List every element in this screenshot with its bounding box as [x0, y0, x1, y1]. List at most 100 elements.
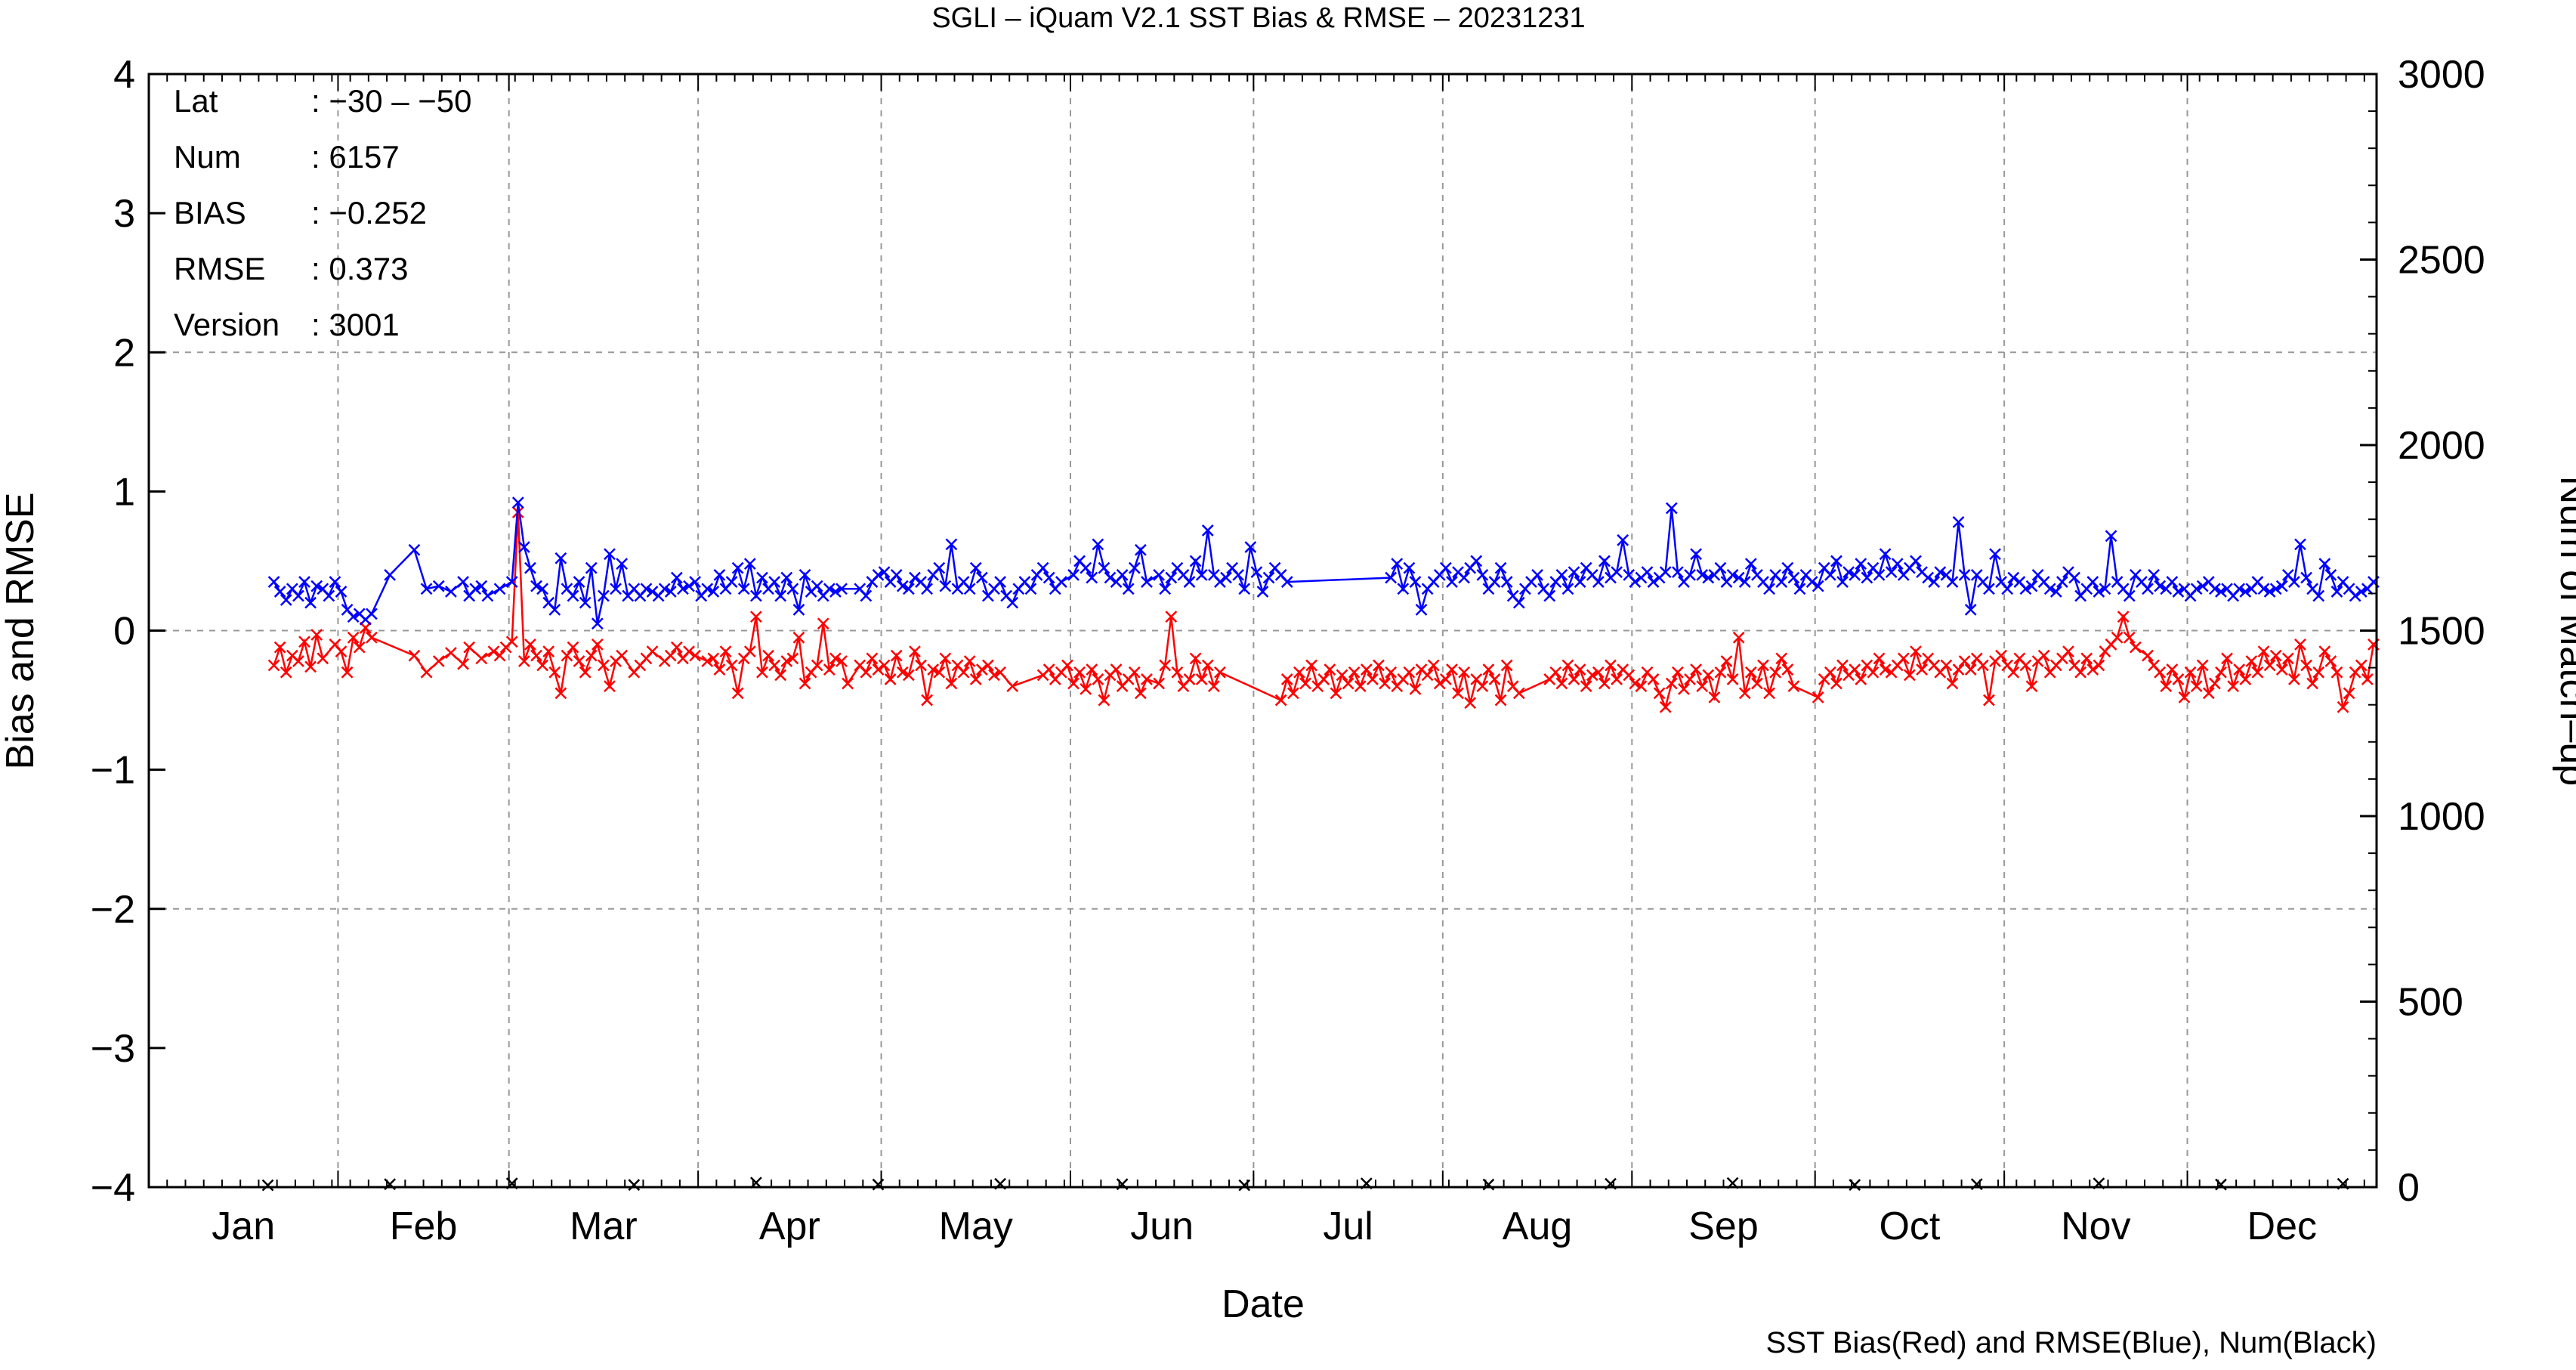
data-point — [1946, 677, 1959, 690]
data-point — [2154, 666, 2167, 679]
stat-label: BIAS — [174, 195, 246, 230]
data-point — [1696, 680, 1709, 693]
data-point — [2355, 659, 2368, 672]
legend-footer: SST Bias(Red) and RMSE(Blue), Num(Black) — [1766, 1326, 2377, 1359]
data-point — [598, 659, 610, 672]
data-point — [2318, 645, 2331, 658]
data-point — [1787, 571, 1800, 584]
data-point — [1452, 687, 1464, 700]
y-right-tick-label: 2000 — [2398, 424, 2485, 468]
y-right-tick-label: 2500 — [2398, 239, 2485, 283]
data-point — [1659, 566, 1672, 579]
data-point — [1830, 555, 1842, 567]
data-point — [909, 645, 921, 658]
data-point — [1757, 659, 1769, 672]
data-point — [1763, 687, 1775, 700]
data-point — [317, 652, 329, 665]
data-point — [457, 657, 469, 670]
data-point — [585, 649, 598, 662]
y-right-tick-label: 0 — [2398, 1166, 2420, 1210]
data-point — [646, 586, 659, 598]
data-point — [567, 589, 579, 602]
data-point — [2123, 631, 2136, 644]
data-point — [2099, 583, 2111, 595]
data-point — [445, 586, 457, 598]
data-point — [616, 649, 629, 662]
data-point — [518, 541, 530, 553]
data-point — [2142, 583, 2154, 595]
data-point — [664, 649, 677, 662]
data-point — [1543, 589, 1556, 602]
data-point — [939, 652, 952, 665]
data-point — [969, 561, 982, 574]
data-point — [1373, 659, 1385, 672]
data-point — [561, 649, 573, 662]
data-point — [1342, 677, 1354, 690]
data-point — [1946, 576, 1959, 588]
data-point — [1611, 566, 1623, 579]
data-point — [750, 611, 762, 623]
data-point — [1855, 558, 1867, 571]
data-point — [1665, 677, 1678, 690]
data-point — [2312, 666, 2325, 679]
data-point — [677, 583, 689, 595]
data-point — [878, 566, 891, 579]
data-point — [701, 655, 714, 667]
data-point — [2288, 673, 2300, 685]
data-point — [664, 586, 677, 598]
data-point — [1592, 666, 1605, 679]
data-point — [2142, 649, 2154, 662]
data-point — [1006, 596, 1019, 609]
data-point — [591, 617, 604, 630]
y-left-tick-label: −2 — [91, 888, 135, 932]
data-point — [2019, 659, 2032, 672]
data-point — [737, 583, 750, 595]
data-point — [909, 571, 921, 584]
data-point — [1983, 694, 1995, 707]
data-point — [2330, 666, 2343, 679]
data-point — [1708, 691, 1721, 704]
data-point — [1293, 666, 1305, 679]
data-point — [719, 645, 732, 658]
data-point — [2093, 659, 2105, 672]
data-point — [890, 568, 903, 581]
data-point — [1135, 687, 1147, 700]
data-point — [1744, 666, 1757, 679]
data-point — [524, 561, 536, 574]
data-point — [628, 1179, 641, 1191]
data-point — [604, 548, 616, 561]
data-point — [1153, 677, 1166, 690]
data-point — [1116, 568, 1129, 581]
data-point — [1183, 673, 1196, 685]
data-point — [2007, 666, 2020, 679]
x-tick-label: Mar — [570, 1205, 638, 1248]
data-point — [1690, 663, 1703, 676]
data-point — [2269, 649, 2282, 662]
data-point — [2324, 655, 2337, 667]
data-point — [1409, 682, 1422, 695]
data-point — [420, 583, 433, 595]
stat-label: RMSE — [174, 251, 265, 286]
data-point — [1531, 568, 1543, 581]
data-point — [1067, 677, 1080, 690]
data-point — [670, 641, 683, 654]
data-point — [341, 666, 354, 679]
data-point — [1336, 669, 1348, 682]
data-point — [2080, 652, 2093, 665]
data-point — [487, 645, 500, 658]
data-point — [1494, 561, 1507, 574]
data-point — [2300, 571, 2312, 584]
data-point — [1195, 568, 1208, 581]
data-point — [2233, 583, 2246, 595]
data-point — [860, 666, 873, 679]
data-point — [2257, 645, 2270, 658]
data-point — [743, 645, 756, 658]
data-point — [2257, 583, 2270, 595]
data-point — [1812, 691, 1824, 704]
data-point — [610, 583, 622, 595]
data-point — [1714, 561, 1727, 574]
data-point — [1672, 566, 1684, 579]
data-point — [2239, 586, 2252, 598]
data-point — [872, 663, 885, 676]
